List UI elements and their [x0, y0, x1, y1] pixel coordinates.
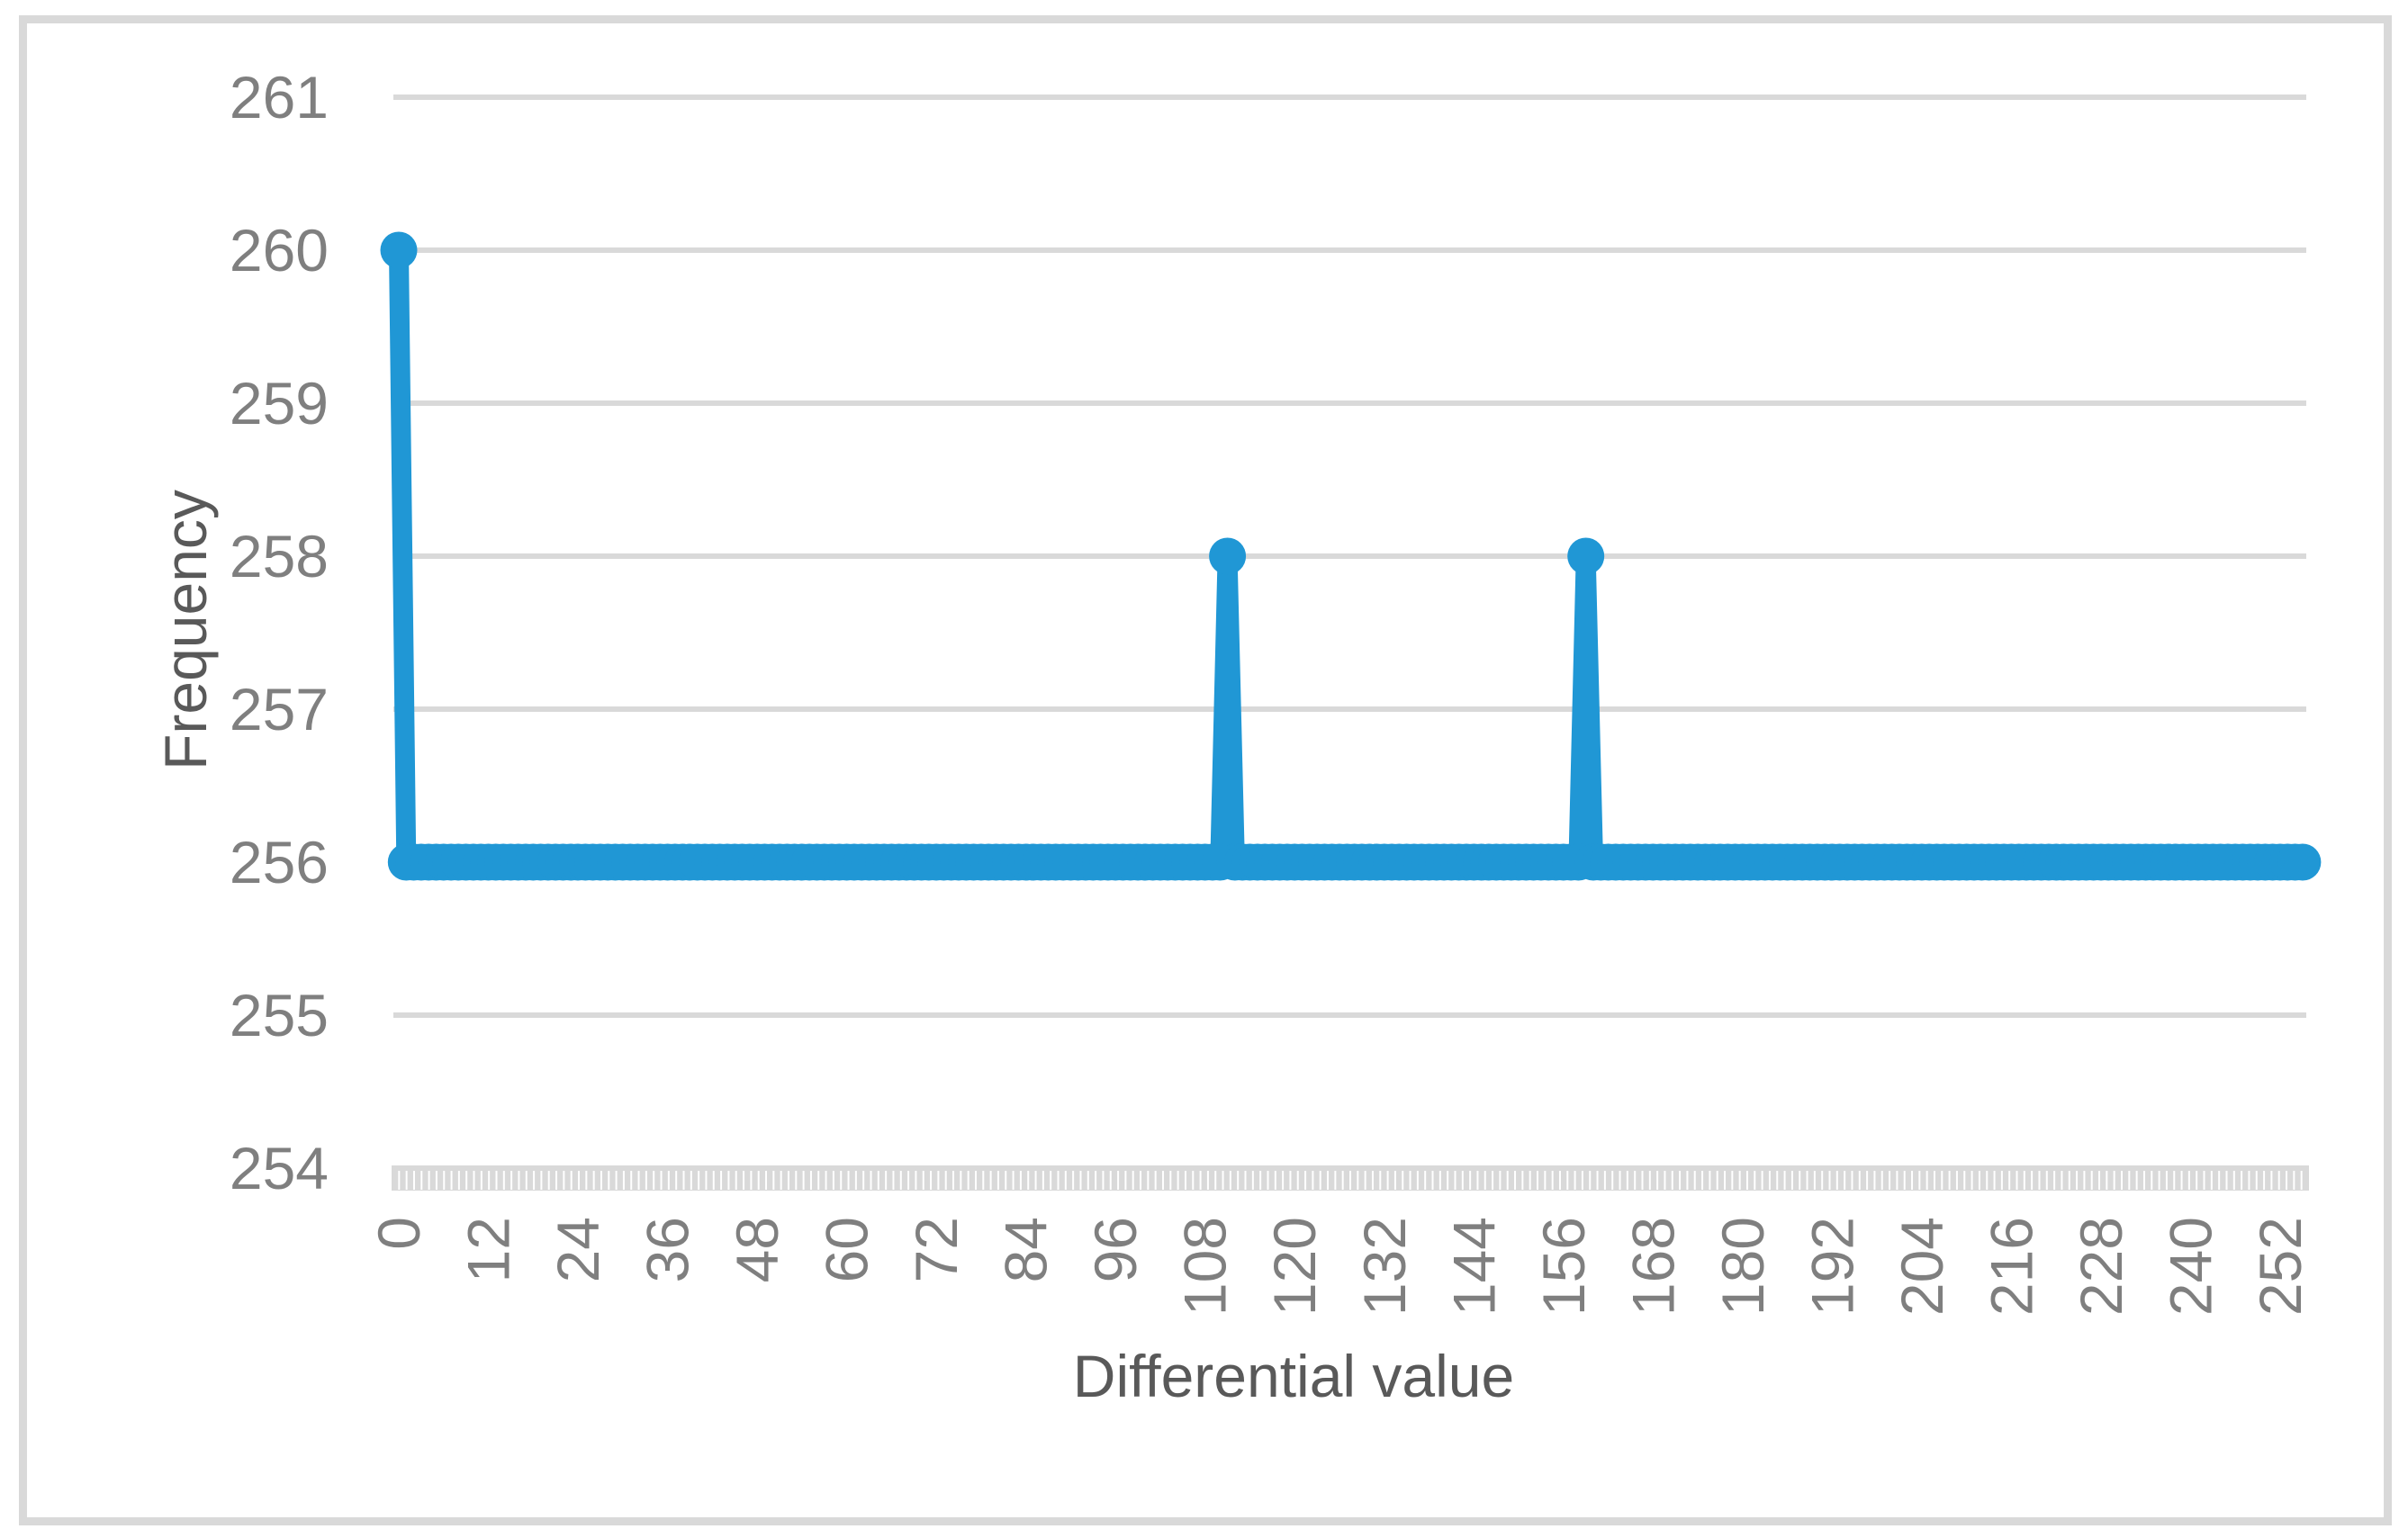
x-axis-title: Differential value: [1072, 1343, 1515, 1409]
x-tick-label: 156: [1530, 1217, 1597, 1316]
x-tick-label: 36: [635, 1217, 701, 1282]
x-tick-label: 192: [1799, 1217, 1865, 1316]
y-tick-label: 259: [230, 370, 329, 436]
x-tick-label: 12: [455, 1217, 522, 1282]
x-tick-label: 240: [2157, 1217, 2223, 1316]
x-tick-label: 144: [1440, 1217, 1507, 1316]
y-tick-label: 254: [230, 1135, 329, 1201]
y-tick-label: 257: [230, 676, 329, 742]
y-tick-label: 255: [230, 982, 329, 1048]
data-point-marker: [1567, 537, 1605, 575]
x-tick-label: 48: [724, 1217, 790, 1282]
x-tick-label: 60: [814, 1217, 880, 1282]
x-tick-label: 108: [1172, 1217, 1239, 1316]
x-tick-label: 0: [365, 1217, 432, 1250]
x-tick-label: 132: [1351, 1217, 1418, 1316]
x-tick-label: 72: [903, 1217, 970, 1282]
x-tick-label: 84: [993, 1217, 1060, 1282]
figure-border: [19, 15, 2392, 1525]
data-point-marker: [1209, 537, 1247, 575]
x-tick-label: 216: [1978, 1217, 2044, 1316]
x-tick-label: 96: [1082, 1217, 1149, 1282]
y-tick-label: 260: [230, 217, 329, 283]
data-point-marker: [380, 231, 418, 269]
x-tick-label: 120: [1261, 1217, 1328, 1316]
y-tick-label: 258: [230, 523, 329, 589]
y-tick-label: 256: [230, 829, 329, 895]
y-tick-label: 261: [230, 64, 329, 130]
y-axis-title: Frequency: [152, 490, 219, 770]
x-tick-label: 180: [1709, 1217, 1776, 1316]
data-point-marker: [2284, 843, 2322, 881]
x-tick-label: 168: [1619, 1217, 1686, 1316]
x-tick-label: 204: [1889, 1217, 1955, 1316]
x-tick-label: 24: [545, 1217, 611, 1282]
x-tick-label: 252: [2247, 1217, 2313, 1316]
x-tick-label: 228: [2068, 1217, 2134, 1316]
